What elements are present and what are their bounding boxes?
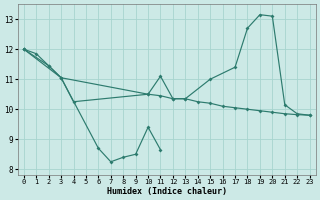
X-axis label: Humidex (Indice chaleur): Humidex (Indice chaleur): [107, 187, 227, 196]
